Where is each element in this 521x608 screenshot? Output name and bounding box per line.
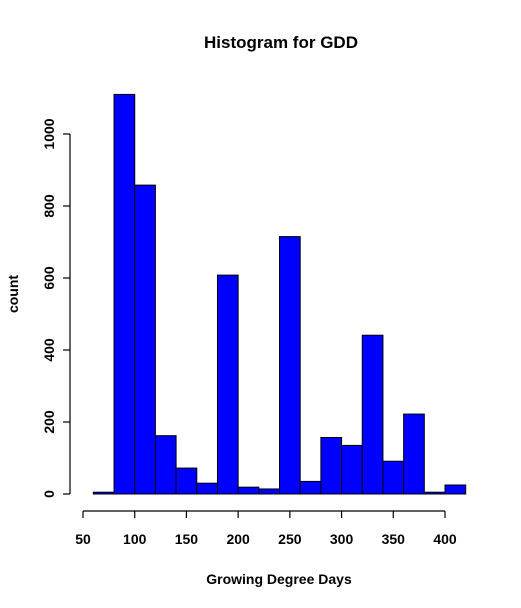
histogram-bar — [113, 93, 136, 495]
y-axis: 0 200 400 600 800 1000 — [41, 118, 71, 498]
histogram-bar — [196, 482, 218, 495]
histogram-bar — [258, 488, 281, 495]
x-tick-label: 100 — [123, 531, 147, 547]
histogram-bar — [279, 236, 301, 495]
x-tick-label: 400 — [433, 531, 457, 547]
histogram-bar — [134, 184, 156, 495]
x-axis-label: Growing Degree Days — [206, 571, 352, 587]
histogram-bar — [444, 484, 467, 495]
histogram-bar — [382, 460, 405, 495]
histogram-bar — [341, 444, 363, 495]
histogram-bar — [299, 480, 322, 495]
y-tick-label: 800 — [41, 194, 57, 218]
y-tick-label: 0 — [41, 490, 57, 498]
chart-title: Histogram for GDD — [204, 33, 358, 52]
histogram-bar — [403, 413, 425, 495]
x-tick-label: 300 — [330, 531, 354, 547]
y-axis-label: count — [5, 275, 21, 313]
x-tick-label: 150 — [175, 531, 199, 547]
histogram-bar — [237, 486, 260, 495]
histogram-bar — [320, 436, 343, 495]
y-tick-label: 400 — [41, 338, 57, 362]
y-tick-label: 600 — [41, 266, 57, 290]
x-tick-label: 200 — [226, 531, 250, 547]
histogram-bar — [361, 334, 384, 495]
y-tick-label: 1000 — [41, 118, 57, 149]
x-tick-label: 350 — [382, 531, 406, 547]
histogram-bar — [216, 274, 239, 495]
y-tick-label: 200 — [41, 410, 57, 434]
x-axis: 50 100 150 200 250 300 350 400 — [75, 510, 457, 547]
histogram-bar — [92, 491, 115, 495]
bars-group — [92, 93, 467, 495]
histogram-bar — [423, 491, 446, 495]
histogram-bar — [175, 467, 198, 495]
x-tick-label: 250 — [278, 531, 302, 547]
x-tick-label: 50 — [75, 531, 91, 547]
histogram-bar — [154, 435, 177, 495]
